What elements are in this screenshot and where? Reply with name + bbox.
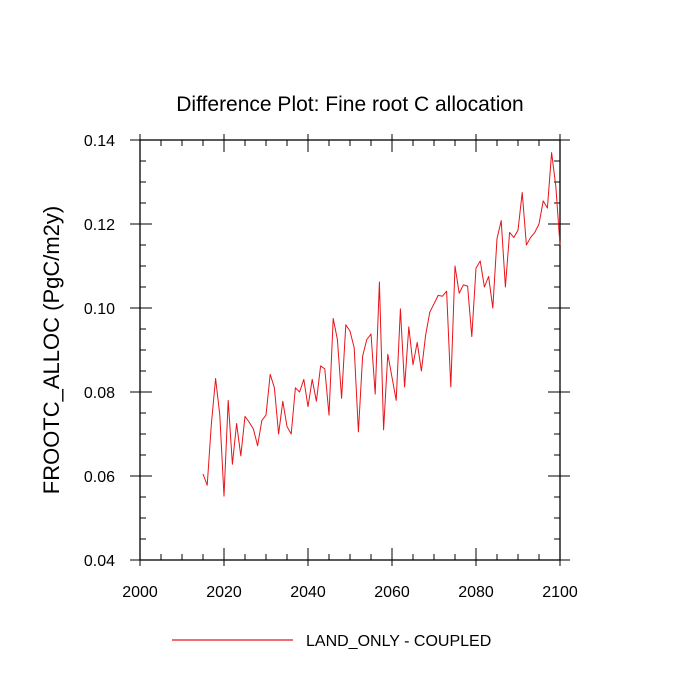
y-tick-label: 0.06 — [84, 469, 115, 486]
x-tick-label: 2060 — [374, 584, 410, 601]
plot-frame — [139, 139, 561, 561]
y-tick-label: 0.12 — [84, 217, 115, 234]
legend-label: LAND_ONLY - COUPLED — [306, 633, 491, 650]
x-tick-label: 2100 — [542, 584, 578, 601]
y-tick-label: 0.04 — [84, 553, 115, 570]
y-axis-label: FROOTC_ALLOC (PgC/m2y) — [39, 206, 64, 495]
y-tick-label: 0.08 — [84, 385, 115, 402]
x-tick-label: 2080 — [458, 584, 494, 601]
y-tick-label: 0.14 — [84, 133, 115, 150]
ticks-layer — [130, 134, 570, 566]
x-tick-label: 2040 — [290, 584, 326, 601]
x-tick-label: 2000 — [122, 584, 158, 601]
series-layer — [202, 152, 561, 497]
chart-title: Difference Plot: Fine root C allocation — [176, 93, 523, 116]
x-tick-label: 2020 — [206, 584, 242, 601]
y-tick-label: 0.10 — [84, 301, 115, 318]
legend: LAND_ONLY - COUPLED — [172, 633, 491, 650]
tick-labels-layer: 2000 2020 2040 2060 2080 2100 0.04 0.06 0.08 0.10… — [84, 133, 578, 601]
series-line — [202, 152, 561, 497]
